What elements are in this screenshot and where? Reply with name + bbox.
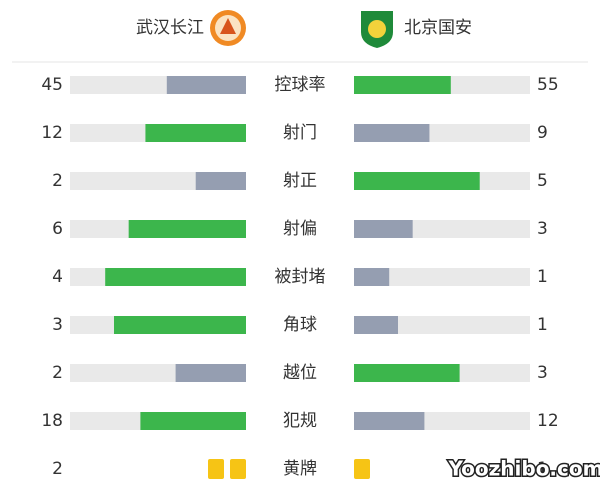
yellow-card [230,459,246,479]
home-value: 18 [41,411,63,431]
category-label: 被封堵 [275,267,326,287]
home-bar [140,412,246,430]
away-bar [354,364,460,382]
home-bar [166,76,246,94]
away-value: 1 [537,459,548,479]
home-bar [114,316,246,334]
category-label: 角球 [283,315,317,335]
away-bar [354,268,390,286]
home-value: 2 [52,459,63,479]
home-bar [105,268,246,286]
away-bar [354,316,398,334]
home-value: 12 [41,123,63,143]
away-bar [354,412,425,430]
away-value: 1 [537,267,548,287]
home-value: 6 [52,219,63,239]
away-value: 3 [537,219,548,239]
home-team: 武汉长江 [136,18,204,38]
away-bar [354,124,430,142]
category-label: 越位 [283,363,317,383]
yellow-card [208,459,224,479]
away-team: 北京国安 [404,18,472,38]
away-value: 5 [537,171,548,191]
yellow-card [354,459,370,479]
away-logo [361,11,393,48]
home-bar [128,220,246,238]
home-bar [195,172,246,190]
home-value: 4 [52,267,63,287]
home-value: 2 [52,363,63,383]
home-bar [175,364,246,382]
category-label: 犯规 [283,411,317,431]
watermark: Yoozhibo.com [448,457,600,481]
away-value: 1 [537,315,548,335]
track [354,268,530,286]
category-label: 射偏 [283,219,317,239]
away-value: 12 [537,411,559,431]
away-value: 3 [537,363,548,383]
away-bar [354,76,451,94]
category-label: 控球率 [275,75,326,95]
away-bar [354,172,480,190]
home-bar [145,124,246,142]
away-bar [354,220,413,238]
category-label: 射正 [283,171,317,191]
category-label: 黄牌 [283,459,317,479]
home-value: 2 [52,171,63,191]
home-value: 45 [41,75,63,95]
category-label: 射门 [283,123,317,143]
home-logo [210,10,246,46]
away-value: 55 [537,75,559,95]
home-value: 3 [52,315,63,335]
away-value: 9 [537,123,548,143]
